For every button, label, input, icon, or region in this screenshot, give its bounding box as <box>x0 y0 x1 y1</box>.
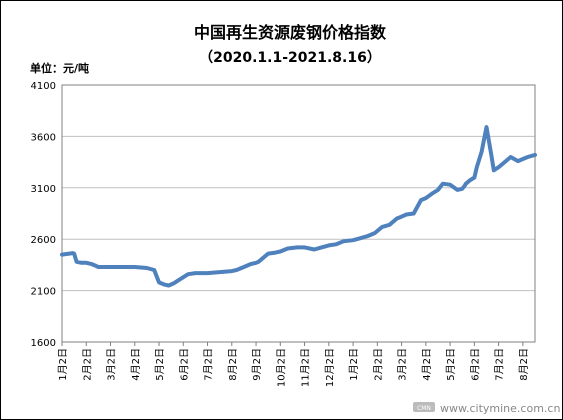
x-tick-label: 1月2日 <box>57 348 69 381</box>
plot-area-border <box>61 84 536 343</box>
x-tick-label: 5月2日 <box>445 348 457 381</box>
watermark-url: www.citymine.com.cn <box>440 402 560 415</box>
x-tick-label: 11月2日 <box>300 348 312 387</box>
x-tick-label: 7月2日 <box>494 348 506 381</box>
x-tick-label: 1月2日 <box>348 348 360 381</box>
x-tick-label: 2月2日 <box>372 348 384 381</box>
y-tick-label: 2600 <box>31 235 56 246</box>
y-tick-label: 3600 <box>31 132 56 143</box>
x-tick-label: 3月2日 <box>106 348 118 381</box>
y-tick-label: 3100 <box>31 184 56 195</box>
watermark: CMN www.citymine.com.cn <box>413 402 560 415</box>
y-tick-label: 4100 <box>31 81 56 92</box>
x-tick-label: 8月2日 <box>227 348 239 381</box>
x-tick-label: 8月2日 <box>518 348 530 381</box>
series-line <box>60 125 537 288</box>
y-tick-labels: 1600 2100 2600 3100 3600 4100 <box>31 81 56 349</box>
x-tick-label: 12月2日 <box>324 348 336 387</box>
chart-subtitle: （2020.1.1-2021.8.16） <box>199 50 381 66</box>
x-tick-label: 4月2日 <box>421 348 433 381</box>
x-tick-label: 2月2日 <box>81 348 93 381</box>
chart-title: 中国再生资源废钢价格指数 <box>194 23 387 42</box>
watermark-logo: CMN <box>413 402 435 412</box>
unit-label: 单位：元/吨 <box>30 61 89 75</box>
x-tick-label: 7月2日 <box>203 348 215 381</box>
x-tick-label: 3月2日 <box>397 348 409 381</box>
x-tick-label: 10月2日 <box>275 348 287 387</box>
x-tick-label: 6月2日 <box>178 348 190 381</box>
x-tick-label: 5月2日 <box>154 348 166 381</box>
y-tick-label: 1600 <box>31 338 56 349</box>
x-tick-labels: 1月2日 2月2日 3月2日 4月2日 5月2日 6月2日 7月2日 8月2日 9月2日 10月2… <box>57 348 530 387</box>
x-tick-label: 4月2日 <box>130 348 142 381</box>
x-tick-label: 9月2日 <box>251 348 263 381</box>
y-tick-label: 2100 <box>31 287 56 298</box>
axes <box>61 84 536 346</box>
svg-text:CMN: CMN <box>417 405 431 412</box>
series-layer <box>60 125 537 288</box>
x-tick-label: 6月2日 <box>469 348 481 381</box>
